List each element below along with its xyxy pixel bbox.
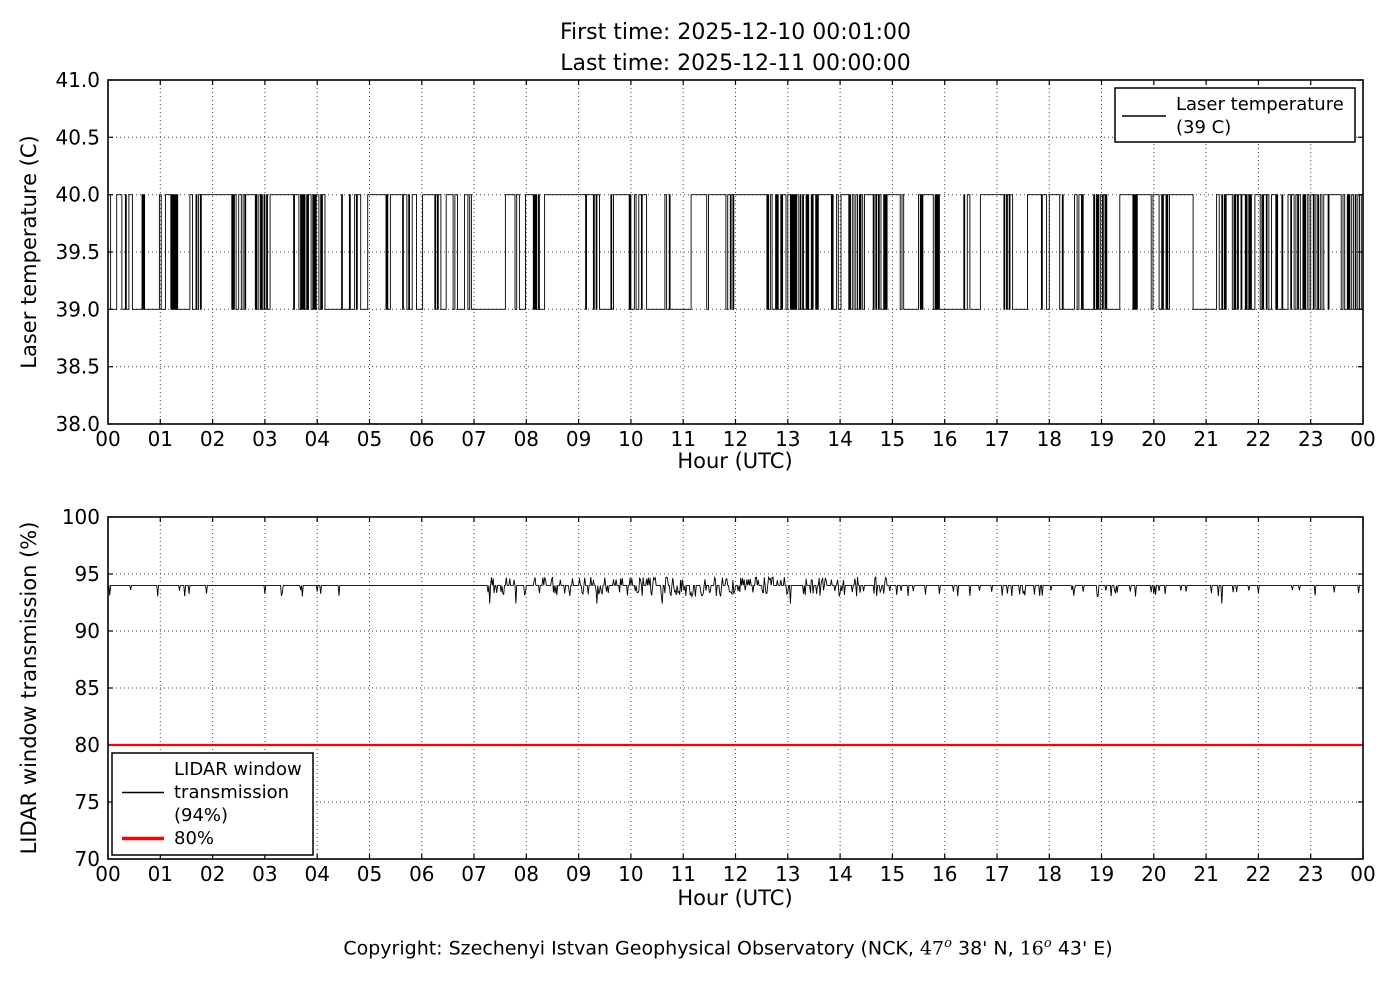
x-tick-label: 19 — [1089, 427, 1114, 451]
x-tick-label: 18 — [1037, 862, 1062, 886]
x-tick-label: 10 — [618, 862, 643, 886]
x-tick-label: 20 — [1141, 427, 1166, 451]
x-tick-label: 15 — [880, 862, 905, 886]
x-tick-label: 00 — [1350, 427, 1375, 451]
laser-temperature-plot: 00 01 02 03 04 05 06 07 08 09 10 11 12 13 14 15 16 17 18 19… — [55, 68, 1375, 451]
x-tick-label: 13 — [775, 862, 800, 886]
laser-temperature-line — [108, 194, 1364, 310]
hour-utc-xlabel-top: Hour (UTC) — [677, 449, 792, 473]
x-tick-label: 23 — [1298, 862, 1323, 886]
x-tick-label: 04 — [304, 427, 329, 451]
x-tick-label: 16 — [932, 862, 957, 886]
x-tick-label: 16 — [932, 427, 957, 451]
x-tick-label: 10 — [618, 427, 643, 451]
legend-label: (39 C) — [1176, 117, 1231, 138]
x-tick-label: 03 — [252, 862, 277, 886]
x-tick-label: 07 — [461, 427, 486, 451]
x-tick-label: 06 — [409, 862, 434, 886]
legend-box — [1114, 87, 1356, 143]
x-tick-label: 12 — [723, 427, 748, 451]
hour-utc-xlabel-bottom: Hour (UTC) — [677, 886, 792, 910]
degree-symbol: o — [944, 936, 952, 951]
legend-label: Laser temperature — [1176, 94, 1344, 115]
x-tick-label: 12 — [723, 862, 748, 886]
axes-frame — [107, 79, 1364, 425]
y-tick-label: 70 — [75, 847, 100, 871]
y-tick-label: 80 — [75, 733, 100, 757]
y-tick-label: 38.5 — [55, 355, 100, 379]
x-tick-label: 18 — [1037, 427, 1062, 451]
x-tick-label: 20 — [1141, 862, 1166, 886]
x-tick-label: 17 — [984, 427, 1009, 451]
window-transmission-plot: 00 01 02 03 04 05 06 07 08 09 10 11 12 13 14 15 16 17 18 19… — [62, 505, 1376, 886]
x-tick-label: 17 — [984, 862, 1009, 886]
x-tick-label: 00 — [1350, 862, 1375, 886]
x-tick-label: 23 — [1298, 427, 1323, 451]
x-tick-label: 14 — [827, 427, 852, 451]
y-tick-label: 100 — [62, 505, 100, 529]
legend-label: (94%) — [174, 805, 228, 826]
x-tick-label: 22 — [1246, 862, 1271, 886]
x-tick-label: 05 — [357, 862, 382, 886]
degree-symbol: o — [1043, 936, 1052, 951]
longitude-degrees: 16 — [1019, 937, 1044, 960]
x-tick-label: 06 — [409, 427, 434, 451]
x-tick-label: 02 — [200, 862, 225, 886]
x-tick-label: 03 — [252, 427, 277, 451]
y-tick-label: 39.5 — [55, 240, 100, 264]
legend-label: 80% — [174, 828, 214, 849]
x-tick-label: 08 — [514, 427, 539, 451]
legend-label: transmission — [174, 782, 289, 803]
y-tick-label: 41.0 — [55, 68, 100, 92]
axes-frame — [107, 516, 1364, 860]
x-tick-label: 04 — [304, 862, 329, 886]
copyright-line: Copyright: Szechenyi Istvan Geophysical … — [58, 936, 1398, 959]
y-tick-label: 40.5 — [55, 125, 100, 149]
x-tick-label: 21 — [1193, 427, 1218, 451]
x-tick-label: 00 — [95, 862, 120, 886]
longitude-minutes: 43' E) — [1051, 937, 1113, 960]
legend-label: LIDAR window — [174, 759, 302, 780]
x-tick-label: 09 — [566, 427, 591, 451]
x-tick-label: 07 — [461, 862, 486, 886]
y-tick-label: 39.0 — [55, 297, 100, 321]
y-tick-label: 85 — [75, 676, 100, 700]
transmission-line — [108, 575, 1363, 604]
x-tick-label: 14 — [827, 862, 852, 886]
x-tick-label: 08 — [514, 862, 539, 886]
x-tick-label: 09 — [566, 862, 591, 886]
x-tick-label: 15 — [880, 427, 905, 451]
x-tick-label: 22 — [1246, 427, 1271, 451]
latitude-degrees: 47 — [919, 937, 945, 960]
x-tick-label: 01 — [148, 862, 173, 886]
x-tick-label: 02 — [200, 427, 225, 451]
x-tick-label: 00 — [95, 427, 120, 451]
figure-title-line1: First time: 2025-12-10 00:01:00 — [559, 20, 912, 45]
x-tick-label: 11 — [670, 862, 695, 886]
x-tick-label: 11 — [670, 427, 695, 451]
y-tick-label: 40.0 — [55, 183, 100, 207]
figure-title-line2: Last time: 2025-12-11 00:00:00 — [560, 51, 911, 76]
x-tick-label: 19 — [1089, 862, 1114, 886]
x-tick-label: 21 — [1193, 862, 1218, 886]
x-tick-label: 01 — [148, 427, 173, 451]
laser-temperature-ylabel: Laser temperature (C) — [17, 135, 41, 368]
copyright-text: Copyright: Szechenyi Istvan Geophysical … — [343, 937, 920, 960]
x-tick-label: 13 — [775, 427, 800, 451]
y-tick-label: 75 — [75, 790, 100, 814]
transmission-ylabel: LIDAR window transmission (%) — [17, 522, 41, 855]
y-tick-label: 90 — [75, 619, 100, 643]
figure-title: First time: 2025-12-10 00:01:00 Last tim… — [108, 17, 1363, 79]
y-tick-label: 38.0 — [55, 412, 100, 436]
x-tick-label: 05 — [357, 427, 382, 451]
y-tick-label: 95 — [75, 562, 100, 586]
latitude-minutes: 38' N, — [951, 937, 1020, 960]
